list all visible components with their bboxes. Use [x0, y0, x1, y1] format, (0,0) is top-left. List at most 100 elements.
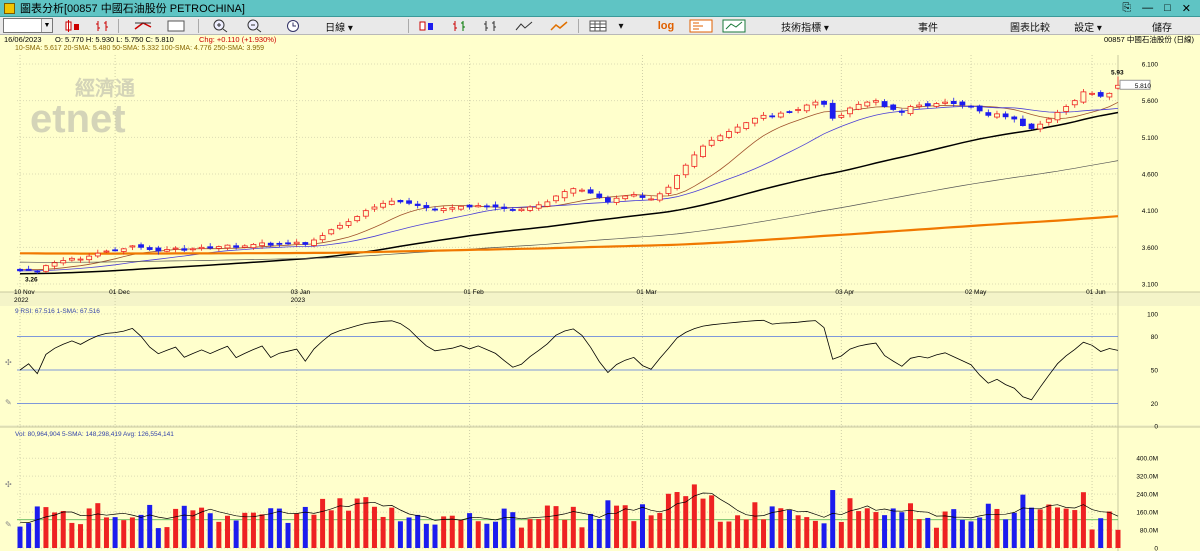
candle-style-icon[interactable] [417, 19, 437, 33]
volume-bar [804, 517, 810, 548]
table-dropdown[interactable]: ▾ [618, 20, 624, 32]
candle-body [518, 208, 525, 212]
volume-bar [562, 519, 568, 548]
date-axis-tick: 01 Dec [109, 289, 130, 296]
ohlc-chart-icon[interactable] [93, 19, 113, 33]
last-price-box [1119, 79, 1151, 90]
candle-body [267, 242, 274, 246]
window-titlebar: 圖表分析[00857 中國石油股份 PETROCHINA] ⎘ — □ ✕ [0, 0, 1200, 17]
candle-body [544, 201, 551, 207]
candle-body [1037, 123, 1044, 130]
zoom-out-icon[interactable] [244, 19, 264, 33]
volume-bar [510, 512, 516, 548]
volume-axis-tick: 240.0M [1136, 492, 1158, 499]
close-button[interactable]: ✕ [1181, 2, 1191, 15]
volume-bar [199, 507, 205, 548]
volume-bar [968, 521, 974, 548]
candle-body [1080, 91, 1087, 103]
high-annotation: 5.93 [1111, 69, 1124, 76]
candle-body [829, 102, 836, 119]
pane-move-icon: ✣ [5, 358, 12, 367]
bar-style-icon[interactable] [450, 19, 470, 33]
minimize-button[interactable]: — [1142, 1, 1154, 14]
candle-body [181, 248, 188, 251]
candle-body [968, 105, 974, 108]
volume-bar [337, 498, 343, 548]
chart-compare-menu[interactable]: 圖表比較 [1010, 22, 1050, 34]
clock-icon[interactable] [283, 19, 303, 33]
candle-body [898, 110, 905, 113]
volume-bar [648, 515, 654, 548]
volume-bar [1098, 518, 1104, 548]
volume-bar [527, 519, 533, 548]
hlc-style-icon[interactable] [481, 19, 501, 33]
line-style-icon[interactable] [514, 19, 534, 33]
volume-bar [985, 503, 991, 548]
sma10-line [20, 101, 1119, 271]
volume-bar [294, 513, 300, 548]
candle-body [449, 207, 456, 210]
events-menu[interactable]: 事件 [918, 22, 938, 34]
volume-bar [155, 528, 161, 548]
symbol-input[interactable]: ▼ [3, 18, 53, 33]
compare-chart-icon[interactable] [722, 19, 746, 33]
date-axis-tick: 2022 [14, 297, 29, 304]
volume-bar [475, 521, 481, 548]
candle-body [34, 270, 41, 273]
technical-indicators-menu[interactable]: 技術指標 ▾ [781, 22, 829, 34]
watermark-logo: 經濟通 [75, 76, 135, 100]
candle-body [803, 104, 810, 112]
candlestick-chart-icon[interactable] [63, 19, 83, 33]
candle-body [483, 205, 490, 208]
log-scale-button[interactable]: log [657, 20, 675, 32]
volume-bar [933, 527, 939, 548]
volume-bar [207, 513, 213, 548]
sma100-line [19, 160, 1119, 263]
volume-bar [1072, 510, 1078, 548]
candle-body [285, 242, 291, 245]
candle-body [120, 248, 127, 252]
text-tool-icon[interactable] [166, 19, 186, 33]
sma20-line [19, 105, 1119, 272]
volume-bar [363, 497, 369, 548]
chart-settings-icon[interactable] [689, 19, 713, 33]
price-axis-tick: 6.100 [1142, 62, 1159, 69]
candle-body [406, 200, 412, 204]
candle-body [682, 164, 689, 176]
candle-body [821, 100, 827, 105]
maximize-button[interactable]: □ [1164, 1, 1171, 14]
volume-bar [397, 521, 403, 548]
drawing-tool-icon[interactable] [133, 19, 153, 33]
candle-body [1011, 116, 1018, 120]
candle-body [1045, 118, 1052, 123]
chevron-down-icon[interactable]: ▼ [41, 19, 52, 32]
candle-body [596, 193, 603, 198]
volume-bar [432, 524, 438, 548]
save-button[interactable]: 儲存 [1152, 22, 1172, 34]
volume-bar [415, 514, 421, 548]
candle-body [51, 262, 58, 267]
settings-menu[interactable]: 設定 ▾ [1074, 22, 1102, 34]
candle-body [976, 105, 983, 112]
restore-window-button[interactable]: ⎘ [1122, 1, 1132, 14]
candle-body [233, 245, 240, 248]
candle-body [873, 100, 879, 103]
candle-body [924, 103, 931, 107]
volume-bar [795, 515, 801, 548]
candle-body [760, 114, 767, 119]
candle-body [622, 195, 629, 200]
pane-move-icon: ✣ [5, 480, 12, 489]
volume-bar [320, 498, 326, 548]
candle-body [190, 248, 196, 251]
rsi-axis-tick: 100 [1147, 312, 1158, 319]
volume-bar [1054, 507, 1060, 548]
candle-body [138, 244, 144, 248]
area-style-icon[interactable] [549, 19, 569, 33]
volume-bar [138, 514, 144, 548]
period-dropdown[interactable]: 日線 ▾ [325, 22, 353, 34]
quote-date: 16/06/2023 [4, 35, 42, 44]
table-view-icon[interactable] [588, 19, 608, 33]
volume-bar [1063, 508, 1069, 548]
zoom-in-icon[interactable] [210, 19, 230, 33]
candle-body [1106, 92, 1113, 98]
